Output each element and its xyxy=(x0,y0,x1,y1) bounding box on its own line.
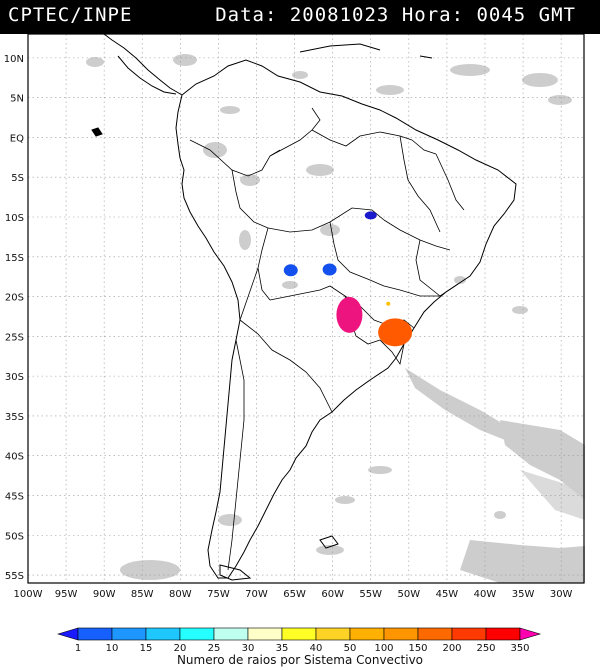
lon-tick-label: 100W xyxy=(14,589,43,600)
lat-tick-label: EQ xyxy=(10,133,24,144)
lon-tick-label: 70W xyxy=(245,589,268,600)
lat-tick-label: 10S xyxy=(5,213,24,224)
lat-axis: 10N 5N EQ 5S 10S 15S 20S 25S 30S 35S 40S 45S 50S 55S xyxy=(4,54,24,582)
lon-tick-label: 85W xyxy=(131,589,154,600)
colorbar-level-label: 10 xyxy=(106,643,119,654)
convective-system-cell xyxy=(364,211,377,220)
lon-tick-label: 60W xyxy=(321,589,344,600)
lon-tick-label: 65W xyxy=(283,589,306,600)
colorbar-max-arrow xyxy=(519,627,542,641)
convective-systems xyxy=(283,211,413,347)
convective-system-cell xyxy=(322,263,337,276)
colorbar-swatch xyxy=(77,627,113,641)
graticule xyxy=(27,34,584,583)
colorbar-swatch xyxy=(145,627,181,641)
colorbar-swatch xyxy=(417,627,453,641)
coastline xyxy=(91,33,517,581)
colorbar-swatch xyxy=(247,627,283,641)
colorbar-swatch xyxy=(111,627,147,641)
lon-tick-label: 90W xyxy=(93,589,116,600)
colorbar-level-label: 200 xyxy=(442,643,461,654)
lat-tick-label: 5N xyxy=(10,94,24,105)
map-area xyxy=(28,34,584,583)
map-header: CPTEC/INPE Data: 20081023 Hora: 0045 GMT xyxy=(0,0,600,34)
lat-tick-label: 45S xyxy=(5,491,24,502)
colorbar-level-label: 20 xyxy=(174,643,187,654)
colorbar-level-label: 100 xyxy=(374,643,393,654)
cloud-cover xyxy=(86,54,585,583)
hour-label: Hora: xyxy=(401,4,465,26)
colorbar-min-arrow xyxy=(56,627,79,641)
colorbar-level-label: 50 xyxy=(344,643,357,654)
lon-tick-label: 30W xyxy=(550,589,573,600)
colorbar-swatch xyxy=(451,627,487,641)
lat-tick-label: 5S xyxy=(11,173,24,184)
colorbar-level-label: 35 xyxy=(276,643,289,654)
colorbar-level-label: 15 xyxy=(140,643,153,654)
colorbar-level-label: 250 xyxy=(476,643,495,654)
colorbar-level-label: 30 xyxy=(242,643,255,654)
colorbar-level-label: 350 xyxy=(510,643,529,654)
lat-tick-label: 30S xyxy=(5,372,24,383)
lon-tick-label: 45W xyxy=(436,589,459,600)
colorbar-swatch xyxy=(281,627,317,641)
convective-system-cell xyxy=(336,296,363,333)
lon-tick-label: 95W xyxy=(55,589,78,600)
legend-title: Numero de raios por Sistema Convectivo xyxy=(176,653,424,667)
colorbar-swatch xyxy=(349,627,385,641)
lat-tick-label: 25S xyxy=(5,332,24,343)
colorbar-swatch xyxy=(485,627,521,641)
convective-system-cell xyxy=(386,301,391,306)
lon-tick-label: 35W xyxy=(512,589,535,600)
colorbar-level-label: 1 xyxy=(75,643,81,654)
lat-tick-label: 15S xyxy=(5,253,24,264)
lat-tick-label: 10N xyxy=(4,54,24,65)
lat-tick-label: 20S xyxy=(5,293,24,304)
convective-system-cell xyxy=(378,318,413,347)
colorbar-level-label: 150 xyxy=(408,643,427,654)
lat-tick-label: 50S xyxy=(5,531,24,542)
convective-system-cell xyxy=(283,264,298,277)
datetime-label: Data: 20081023 Hora: 0045 GMT xyxy=(215,4,576,26)
colorbar-swatch xyxy=(213,627,249,641)
lat-tick-label: 55S xyxy=(5,571,24,582)
lon-tick-label: 55W xyxy=(359,589,382,600)
source-label: CPTEC/INPE xyxy=(8,4,133,26)
lon-axis: 100W 95W 90W 85W 80W 75W 70W 65W 60W 55W 50W 45W 40W… xyxy=(14,589,573,600)
lon-tick-label: 80W xyxy=(169,589,192,600)
colorbar-swatch xyxy=(315,627,351,641)
legend-colorbar: 1 10 15 20 25 30 35 40 50 100 150 200 250 350 xyxy=(56,627,542,654)
lat-tick-label: 40S xyxy=(5,452,24,463)
map-frame xyxy=(27,33,585,584)
lat-tick-label: 35S xyxy=(5,412,24,423)
time-value: 0045 GMT xyxy=(476,4,576,26)
lon-tick-label: 75W xyxy=(207,589,230,600)
date-value: 20081023 xyxy=(289,4,390,26)
colorbar-swatch xyxy=(383,627,419,641)
colorbar-level-label: 40 xyxy=(310,643,323,654)
lon-tick-label: 50W xyxy=(398,589,421,600)
date-label: Data: xyxy=(215,4,278,26)
colorbar-level-label: 25 xyxy=(208,643,221,654)
lon-tick-label: 40W xyxy=(474,589,497,600)
colorbar-swatch xyxy=(179,627,215,641)
